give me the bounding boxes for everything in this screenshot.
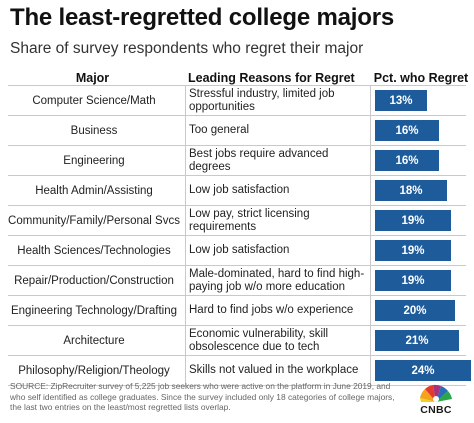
table-row: Health Admin/Assisting Low job satisfacti… [8, 176, 466, 206]
major-label: Repair/Production/Construction [14, 274, 174, 287]
major-label: Computer Science/Math [32, 94, 156, 107]
table-row: Health Sciences/Technologies Low job sati… [8, 236, 466, 266]
header-reason: Leading Reasons for Regret [188, 71, 355, 85]
regret-bar: 21% [375, 330, 459, 351]
reason-label: Hard to find jobs w/o experience [189, 304, 354, 317]
regret-bar: 19% [375, 270, 451, 291]
reason-label: Stressful industry, limited job opportun… [189, 88, 335, 113]
regret-bar: 24% [375, 360, 471, 381]
column-divider [370, 86, 371, 115]
column-divider [370, 356, 371, 385]
column-divider [370, 236, 371, 265]
regret-bar: 18% [375, 180, 447, 201]
regret-bar: 19% [375, 210, 451, 231]
major-label: Health Sciences/Technologies [17, 244, 171, 257]
column-divider [370, 176, 371, 205]
column-divider [185, 116, 186, 145]
cnbc-logo-text: CNBC [420, 404, 452, 416]
column-divider [185, 206, 186, 235]
reason-label: Best jobs require advanced degrees [189, 148, 329, 173]
major-label: Business [70, 124, 118, 137]
cnbc-peacock-logo [420, 384, 452, 402]
reason-label: Low job satisfaction [189, 244, 290, 257]
column-divider [185, 296, 186, 325]
column-divider [370, 326, 371, 355]
column-divider [185, 236, 186, 265]
reason-label: Male-dominated, hard to find high-paying… [189, 268, 365, 293]
chart-subtitle: Share of survey respondents who regret t… [10, 40, 364, 57]
column-divider [185, 86, 186, 115]
table-row: Community/Family/Personal Svcs Low pay, s… [8, 206, 466, 236]
regret-table: Computer Science/Math Stressful industry,… [8, 85, 471, 386]
table-row: Computer Science/Math Stressful industry,… [8, 85, 466, 116]
column-divider [370, 296, 371, 325]
table-row: Architecture Economic vulnerability, skil… [8, 326, 466, 356]
column-divider [185, 146, 186, 175]
column-divider [185, 356, 186, 385]
column-divider [185, 176, 186, 205]
regret-bar: 20% [375, 300, 455, 321]
major-label: Engineering [63, 154, 125, 167]
regret-bar: 13% [375, 90, 427, 111]
table-row: Repair/Production/Construction Male-domin… [8, 266, 466, 296]
major-label: Architecture [63, 334, 125, 347]
major-label: Engineering Technology/Drafting [10, 304, 177, 317]
column-divider [185, 266, 186, 295]
column-divider [185, 326, 186, 355]
source-note: SOURCE: ZipRecruiter survey of 5,225 job… [10, 381, 395, 413]
major-label: Health Admin/Assisting [35, 184, 153, 197]
column-divider [370, 266, 371, 295]
column-divider [370, 116, 371, 145]
header-major: Major [75, 71, 110, 85]
table-row: Engineering Best jobs require advanced de… [8, 146, 466, 176]
chart-title: The least-regretted college majors [10, 4, 394, 31]
table-row: Philosophy/Religion/Theology Skills not v… [8, 356, 471, 386]
major-label: Community/Family/Personal Svcs [8, 214, 180, 227]
regret-bar: 19% [375, 240, 451, 261]
reason-label: Low job satisfaction [189, 184, 290, 197]
column-divider [370, 146, 371, 175]
table-row: Engineering Technology/Drafting Hard to f… [8, 296, 466, 326]
table-row: Business Too general 16% [8, 116, 466, 146]
column-divider [370, 206, 371, 235]
reason-label: Too general [189, 124, 250, 137]
header-pct: Pct. who Regret [373, 71, 469, 85]
regret-bar: 16% [375, 120, 439, 141]
reason-label: Economic vulnerability, skill obsolescen… [189, 328, 329, 353]
reason-label: Low pay, strict licensing requirements [189, 208, 310, 233]
major-label: Philosophy/Religion/Theology [18, 364, 170, 377]
reason-label: Skills not valued in the workplace [189, 364, 359, 377]
regret-bar: 16% [375, 150, 439, 171]
